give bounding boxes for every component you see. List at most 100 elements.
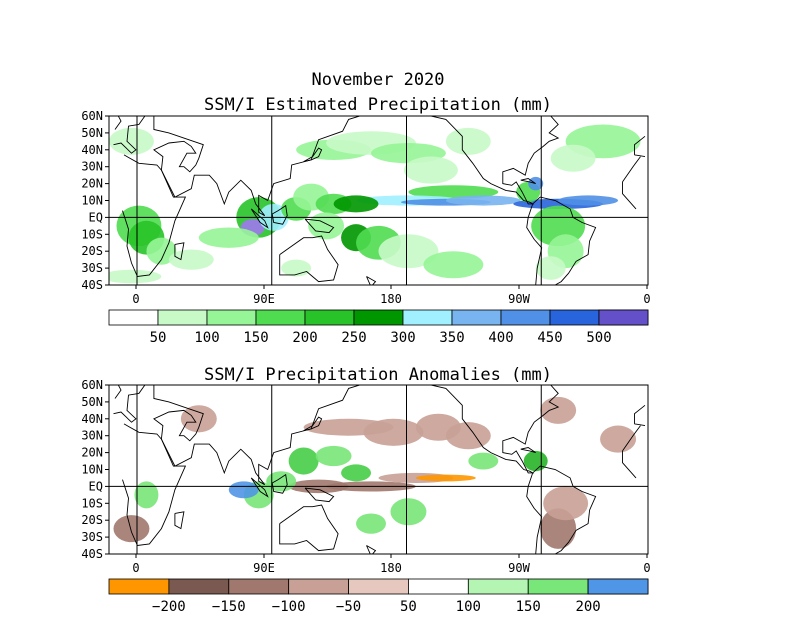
- lat-label: 30S: [81, 530, 103, 544]
- coastline: [250, 208, 269, 229]
- coastline: [174, 242, 185, 261]
- colorbar-label: −150: [212, 599, 246, 615]
- colorbar-swatch: [288, 578, 349, 595]
- precip-cell: [543, 486, 589, 521]
- colorbar: 50 100 150 200 250 300 350 400 450 500: [108, 309, 649, 346]
- colorbar-swatch: [255, 309, 306, 326]
- lat-label: EQ: [89, 210, 103, 224]
- precip-cell: [109, 269, 162, 284]
- panel-title: SSM/I Precipitation Anomalies (mm): [204, 365, 552, 385]
- colorbar-swatch: [168, 578, 230, 595]
- coastline: [113, 385, 646, 427]
- colorbar-swatch: [108, 309, 159, 326]
- lat-label: 60N: [81, 378, 103, 392]
- lat-label: 50N: [81, 126, 103, 140]
- lat-label: 20N: [81, 177, 103, 191]
- lat-label: EQ: [89, 479, 103, 493]
- colorbar-label: 100: [456, 599, 481, 615]
- lon-label: 90W: [508, 292, 530, 306]
- precip-cell: [308, 212, 345, 240]
- precip-cell: [356, 513, 386, 534]
- coastlines: [113, 116, 646, 295]
- precip-cell: [168, 249, 214, 270]
- precip-cell: [228, 481, 259, 499]
- colorbar-swatch: [157, 309, 208, 326]
- colorbar-swatch: [402, 309, 453, 326]
- coastline: [565, 385, 582, 386]
- colorbar-label: 150: [516, 599, 541, 615]
- colorbar-label: 250: [341, 330, 366, 346]
- colorbar-swatch: [108, 578, 170, 595]
- coastline: [520, 447, 536, 454]
- coastline: [113, 116, 646, 158]
- colorbar-swatch: [353, 309, 404, 326]
- lat-label: 10S: [81, 496, 103, 510]
- precip-cell: [550, 144, 596, 172]
- precip-cell: [341, 464, 372, 482]
- precip-cell: [281, 259, 312, 277]
- precip-cell: [423, 251, 484, 279]
- lat-label: 20N: [81, 446, 103, 460]
- colorbar-label: 200: [292, 330, 317, 346]
- precip-cell: [468, 452, 499, 470]
- precip-cell: [134, 481, 159, 509]
- lat-label: 40N: [81, 412, 103, 426]
- coastline: [153, 116, 362, 217]
- lat-label: 30S: [81, 261, 103, 275]
- colorbar-label: 300: [390, 330, 415, 346]
- colorbar-swatch: [587, 578, 649, 595]
- lat-label: 40S: [81, 278, 103, 292]
- precip-cell: [288, 447, 319, 475]
- colorbar-label: 50: [150, 330, 167, 346]
- coastline: [526, 196, 597, 285]
- precip-cell: [109, 127, 154, 155]
- coastline: [303, 147, 323, 163]
- coastline: [153, 385, 362, 486]
- figure-title: November 2020: [311, 70, 444, 90]
- lon-label: 90W: [508, 561, 530, 575]
- precip-cell: [415, 474, 476, 482]
- coastline: [174, 511, 185, 530]
- coastline: [366, 545, 377, 554]
- panel-title: SSM/I Estimated Precipitation (mm): [204, 95, 552, 115]
- colorbar: −200 −150 −100 −50 50 100 150 200: [108, 578, 649, 615]
- coastline: [520, 178, 536, 185]
- colorbar-swatch: [206, 309, 257, 326]
- lat-label: 20S: [81, 513, 103, 527]
- precip-cell: [523, 450, 548, 472]
- lat-label: 10S: [81, 227, 103, 241]
- coastline: [279, 235, 339, 283]
- precip-cell: [333, 195, 379, 213]
- lon-label: 180: [380, 292, 402, 306]
- lat-label: 60N: [81, 109, 103, 123]
- precip-cell: [113, 515, 150, 543]
- colorbar-swatch: [527, 578, 589, 595]
- lon-label: 0: [132, 561, 139, 575]
- precip-cell: [558, 195, 619, 206]
- precip-field: [113, 396, 637, 549]
- coastline: [359, 287, 370, 295]
- colorbar-label: −100: [272, 599, 306, 615]
- precip-cell: [600, 425, 637, 453]
- lon-label: 180: [380, 561, 402, 575]
- coastline: [399, 385, 560, 474]
- colorbar-label: 500: [586, 330, 611, 346]
- map-panels: SSM/I Estimated Precipitation (mm) 60N 50N…: [81, 95, 650, 615]
- lat-label: 30N: [81, 160, 103, 174]
- coastline: [359, 556, 370, 564]
- precip-cell: [408, 185, 499, 199]
- colorbar-swatch: [467, 578, 529, 595]
- lon-label: 90E: [253, 292, 275, 306]
- colorbar-swatch: [228, 578, 290, 595]
- precip-cell: [363, 418, 424, 446]
- coastline: [122, 154, 641, 277]
- colorbar-label: 200: [575, 599, 600, 615]
- coastline: [279, 504, 339, 552]
- lon-label: 0: [643, 292, 650, 306]
- precip-cell: [378, 234, 439, 269]
- panel-estimated: SSM/I Estimated Precipitation (mm) 60N 50N…: [81, 95, 650, 346]
- colorbar-swatch: [500, 309, 551, 326]
- coastline: [271, 204, 288, 225]
- colorbar-label: 150: [243, 330, 268, 346]
